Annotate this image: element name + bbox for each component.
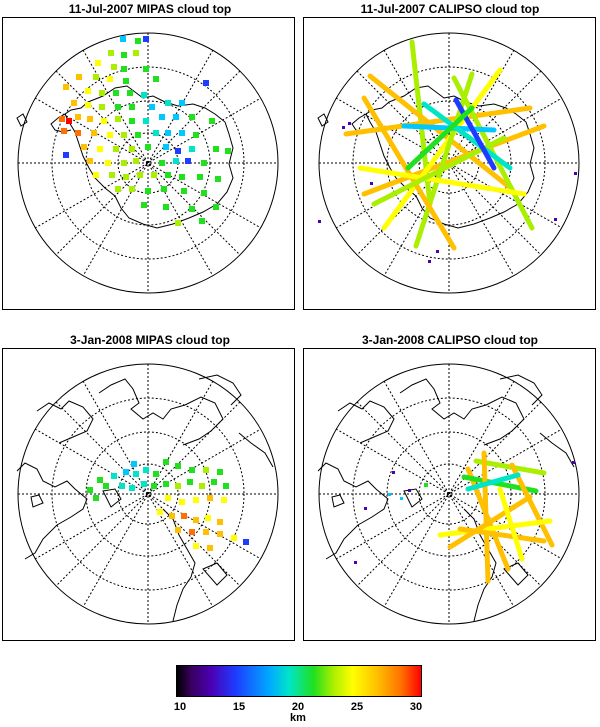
polar-map-antarctic: [317, 32, 580, 294]
panel-title-jan-calipso: 3-Jan-2008 CALIPSO cloud top: [361, 333, 539, 347]
colorbar-tick-20: 20: [291, 701, 305, 713]
calipso-tracks: [437, 450, 555, 584]
colorbar-unit: km: [290, 712, 306, 724]
polar-map-antarctic: [16, 32, 279, 294]
polar-map-arctic: [317, 363, 580, 625]
colorbar: [176, 665, 422, 697]
map-panel-jul-mipas: [2, 17, 295, 310]
colorbar-tick-25: 25: [350, 701, 364, 713]
map-panel-jan-mipas: [2, 348, 295, 641]
map-panel-jan-calipso: [303, 348, 596, 641]
calipso-isolated-points: [318, 122, 577, 263]
map-panel-jul-calipso: [303, 17, 596, 310]
antarctica-coastline: [64, 85, 234, 229]
panel-title-jan-mipas: 3-Jan-2008 MIPAS cloud top: [70, 333, 230, 347]
arctic-coastlines: [317, 374, 575, 622]
polar-map-arctic: [16, 363, 279, 625]
panel-title-jul-calipso: 11-Jul-2007 CALIPSO cloud top: [360, 2, 540, 16]
colorbar-tick-30: 30: [409, 701, 423, 713]
arctic-coastlines: [16, 374, 274, 622]
antarctica-coastline: [365, 85, 535, 229]
panel-title-jul-mipas: 11-Jul-2007 MIPAS cloud top: [68, 2, 232, 16]
calipso-isolated-points: [354, 461, 575, 564]
colorbar-tick-15: 15: [232, 701, 246, 713]
mipas-data-points: [87, 459, 249, 551]
colorbar-tick-10: 10: [173, 701, 187, 713]
calipso-tracks: [343, 39, 547, 251]
mipas-data-points: [59, 36, 231, 226]
